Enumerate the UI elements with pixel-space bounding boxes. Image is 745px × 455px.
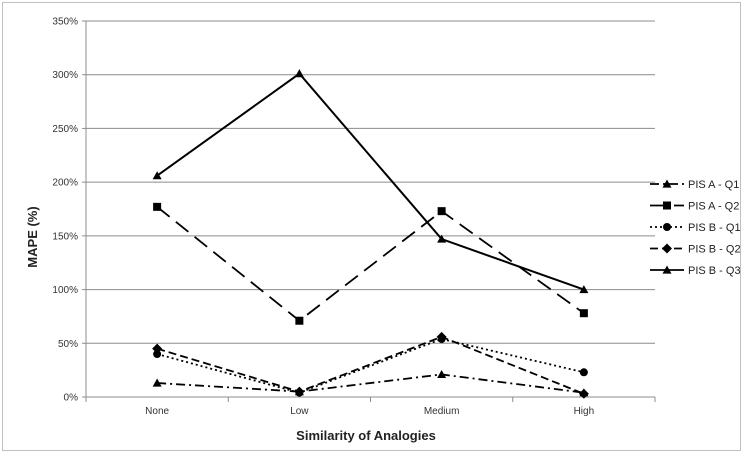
chart-frame bbox=[2, 2, 741, 451]
data-point bbox=[437, 369, 447, 379]
x-tick-label: Low bbox=[290, 406, 309, 417]
y-tick-label: 150% bbox=[52, 231, 78, 242]
data-point bbox=[152, 343, 163, 354]
x-tick-label: Medium bbox=[424, 406, 460, 417]
legend: PIS A - Q1 PIS A - Q2 PIS B - Q1 PIS B - Q2… bbox=[650, 179, 741, 277]
x-tick-label: High bbox=[574, 406, 595, 417]
series-line bbox=[156, 206, 585, 322]
series-4 bbox=[152, 69, 589, 294]
legend-marker bbox=[662, 243, 672, 254]
y-tick-label: 250% bbox=[52, 124, 78, 135]
y-tick-label: 100% bbox=[52, 285, 78, 296]
legend-item: PIS B - Q2 bbox=[650, 243, 741, 256]
data-point bbox=[578, 388, 589, 399]
y-tick-label: 350% bbox=[52, 17, 78, 28]
legend-item: PIS A - Q1 bbox=[650, 179, 739, 191]
y-axis-title: MAPE (%) bbox=[25, 206, 40, 267]
data-point bbox=[579, 309, 588, 318]
series-1 bbox=[153, 202, 588, 325]
legend-marker bbox=[663, 201, 671, 210]
data-point bbox=[436, 331, 447, 342]
series-lines bbox=[152, 69, 589, 399]
data-point bbox=[295, 316, 304, 325]
data-point bbox=[437, 234, 447, 243]
data-point bbox=[437, 207, 446, 216]
gridlines bbox=[82, 20, 655, 398]
x-axis-ticks: None Low Medium High bbox=[85, 397, 656, 417]
legend-item: PIS A - Q2 bbox=[650, 201, 739, 213]
series-line bbox=[156, 72, 585, 291]
y-tick-label: 50% bbox=[58, 339, 78, 350]
x-axis-title: Similarity of Analogies bbox=[296, 428, 436, 443]
legend-item: PIS B - Q1 bbox=[650, 222, 741, 234]
y-tick-label: 200% bbox=[52, 178, 78, 189]
legend-item: PIS B - Q3 bbox=[650, 265, 741, 277]
x-tick-label: None bbox=[145, 406, 169, 417]
legend-label: PIS B - Q2 bbox=[688, 244, 741, 256]
legend-label: PIS A - Q2 bbox=[688, 201, 739, 213]
data-point bbox=[153, 202, 162, 211]
legend-label: PIS B - Q1 bbox=[688, 222, 741, 234]
y-tick-label: 300% bbox=[52, 70, 78, 81]
series-line bbox=[157, 373, 584, 394]
legend-marker bbox=[662, 179, 672, 188]
data-point bbox=[153, 350, 162, 359]
data-point bbox=[294, 69, 304, 78]
y-axis-ticks: 0% 50% 100% 150% 200% 250% 300% 350% bbox=[52, 17, 78, 404]
legend-label: PIS A - Q1 bbox=[688, 179, 739, 191]
series-3 bbox=[152, 331, 589, 399]
data-point bbox=[579, 285, 589, 294]
data-point bbox=[152, 171, 162, 180]
legend-label: PIS B - Q3 bbox=[688, 265, 741, 277]
series-line bbox=[156, 335, 585, 395]
y-tick-label: 0% bbox=[64, 393, 79, 404]
data-point bbox=[294, 386, 305, 397]
legend-marker bbox=[662, 265, 672, 274]
series-0 bbox=[152, 369, 589, 397]
data-point bbox=[579, 368, 588, 377]
data-point bbox=[152, 378, 162, 387]
legend-marker bbox=[663, 223, 671, 231]
